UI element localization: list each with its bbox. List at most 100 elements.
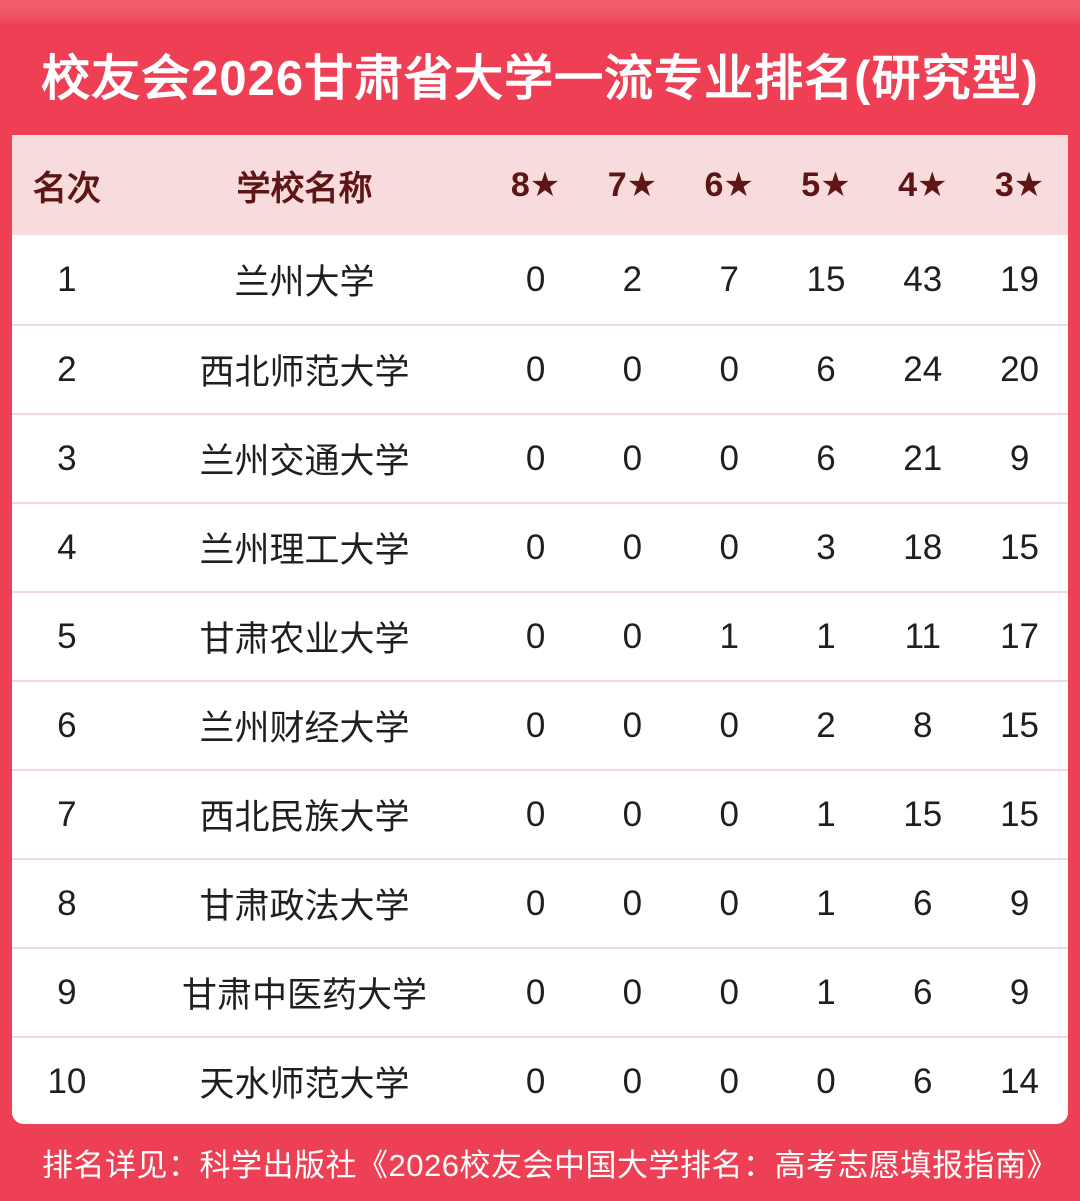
star-count-cell: 8 (913, 705, 933, 745)
footer-citation: 排名详见：科学出版社《2026校友会中国大学排名：高考志愿填报指南》 (42, 1148, 1058, 1183)
star-count-cell: 0 (525, 438, 546, 478)
school-name-cell: 西北民族大学 (199, 798, 410, 837)
table-row: 7 西北民族大学 0 0 0 1 15 15 (12, 769, 1068, 858)
star-count-cell: 0 (719, 1061, 739, 1101)
rank-cell: 8 (57, 883, 77, 923)
star-count-cell: 0 (719, 349, 739, 389)
column-header-3star: 3★ (994, 166, 1045, 204)
table-row: 6 兰州财经大学 0 0 0 2 8 15 (12, 680, 1068, 769)
column-header-school: 学校名称 (236, 169, 373, 208)
star-count-cell: 6 (816, 438, 836, 478)
star-count-cell: 0 (719, 794, 739, 834)
star-count-cell: 17 (1000, 616, 1040, 656)
footer-banner: 排名详见：科学出版社《2026校友会中国大学排名：高考志愿填报指南》 (0, 1124, 1080, 1201)
star-count-cell: 1 (719, 616, 739, 656)
star-count-cell: 0 (816, 1061, 836, 1101)
column-header-5star: 5★ (801, 166, 851, 204)
star-count-cell: 0 (525, 527, 546, 567)
rank-cell: 4 (57, 527, 77, 567)
star-count-cell: 15 (1000, 794, 1040, 834)
star-count-cell: 6 (913, 1061, 933, 1101)
star-count-cell: 9 (1009, 883, 1030, 923)
title-banner: 校友会2026甘肃省大学一流专业排名(研究型) (0, 0, 1080, 135)
column-header-8star: 8★ (510, 166, 561, 204)
star-count-cell: 1 (816, 972, 836, 1012)
star-count-cell: 15 (903, 794, 943, 834)
star-count-cell: 0 (622, 705, 643, 745)
star-count-cell: 1 (816, 883, 836, 923)
star-count-cell: 0 (622, 438, 643, 478)
star-count-cell: 14 (1000, 1061, 1040, 1101)
star-count-cell: 21 (903, 438, 943, 478)
school-name-cell: 兰州大学 (234, 263, 375, 302)
star-count-cell: 0 (719, 705, 739, 745)
star-count-cell: 0 (525, 616, 546, 656)
star-count-cell: 0 (622, 349, 643, 389)
star-count-cell: 2 (816, 705, 836, 745)
ranking-table: 名次 学校名称 8★ 7★ 6★ 5★ 4★ 3★ 1 兰州大学 0 2 7 1… (12, 135, 1068, 1124)
star-count-cell: 15 (1000, 527, 1040, 567)
school-name-cell: 西北师范大学 (199, 353, 410, 392)
column-header-6star: 6★ (704, 166, 754, 204)
star-count-cell: 20 (1000, 349, 1040, 389)
star-count-cell: 0 (525, 883, 546, 923)
star-count-cell: 0 (622, 1061, 643, 1101)
star-count-cell: 0 (719, 883, 739, 923)
school-name-cell: 天水师范大学 (199, 1065, 410, 1104)
rank-cell: 3 (57, 438, 77, 478)
star-count-cell: 0 (525, 794, 546, 834)
star-count-cell: 1 (816, 616, 836, 656)
column-header-rank: 名次 (32, 169, 101, 208)
rank-cell: 2 (57, 349, 77, 389)
column-header-4star: 4★ (898, 166, 948, 204)
star-count-cell: 0 (622, 527, 643, 567)
star-count-cell: 0 (525, 972, 546, 1012)
star-count-cell: 6 (816, 349, 836, 389)
table-row: 3 兰州交通大学 0 0 0 6 21 9 (12, 413, 1068, 502)
rank-cell: 1 (57, 259, 77, 299)
table-row: 10 天水师范大学 0 0 0 0 6 14 (12, 1036, 1068, 1124)
table-row: 5 甘肃农业大学 0 0 1 1 11 17 (12, 591, 1068, 680)
school-name-cell: 甘肃中医药大学 (181, 976, 427, 1015)
star-count-cell: 0 (622, 794, 643, 834)
star-count-cell: 0 (525, 705, 546, 745)
table-row: 4 兰州理工大学 0 0 0 3 18 15 (12, 502, 1068, 591)
star-count-cell: 11 (904, 616, 941, 656)
column-header-7star: 7★ (607, 166, 658, 204)
star-count-cell: 0 (719, 527, 739, 567)
star-count-cell: 6 (913, 883, 933, 923)
star-count-cell: 0 (719, 972, 739, 1012)
rank-cell: 9 (57, 972, 77, 1012)
table-row: 9 甘肃中医药大学 0 0 0 1 6 9 (12, 947, 1068, 1036)
star-count-cell: 18 (903, 527, 943, 567)
star-count-cell: 0 (525, 349, 546, 389)
star-count-cell: 0 (525, 1061, 546, 1101)
rank-cell: 10 (47, 1061, 87, 1101)
table-header-row: 名次 学校名称 8★ 7★ 6★ 5★ 4★ 3★ (12, 135, 1068, 235)
school-name-cell: 兰州财经大学 (199, 709, 410, 748)
star-count-cell: 9 (1009, 972, 1030, 1012)
star-count-cell: 0 (622, 883, 643, 923)
table-row: 8 甘肃政法大学 0 0 0 1 6 9 (12, 858, 1068, 947)
table-row: 1 兰州大学 0 2 7 15 43 19 (12, 235, 1068, 324)
school-name-cell: 甘肃政法大学 (199, 887, 410, 926)
star-count-cell: 3 (816, 527, 836, 567)
table-row: 2 西北师范大学 0 0 0 6 24 20 (12, 324, 1068, 413)
star-count-cell: 2 (622, 259, 643, 299)
star-count-cell: 15 (1000, 705, 1040, 745)
rank-cell: 5 (57, 616, 77, 656)
star-count-cell: 0 (622, 972, 643, 1012)
star-count-cell: 0 (719, 438, 739, 478)
school-name-cell: 兰州理工大学 (199, 531, 410, 570)
star-count-cell: 0 (622, 616, 643, 656)
star-count-cell: 7 (719, 259, 739, 299)
star-count-cell: 19 (1000, 259, 1040, 299)
rank-cell: 6 (57, 705, 77, 745)
school-name-cell: 兰州交通大学 (199, 442, 410, 481)
star-count-cell: 1 (816, 794, 836, 834)
star-count-cell: 43 (903, 259, 943, 299)
star-count-cell: 0 (525, 259, 546, 299)
star-count-cell: 15 (806, 259, 846, 299)
school-name-cell: 甘肃农业大学 (199, 620, 410, 659)
